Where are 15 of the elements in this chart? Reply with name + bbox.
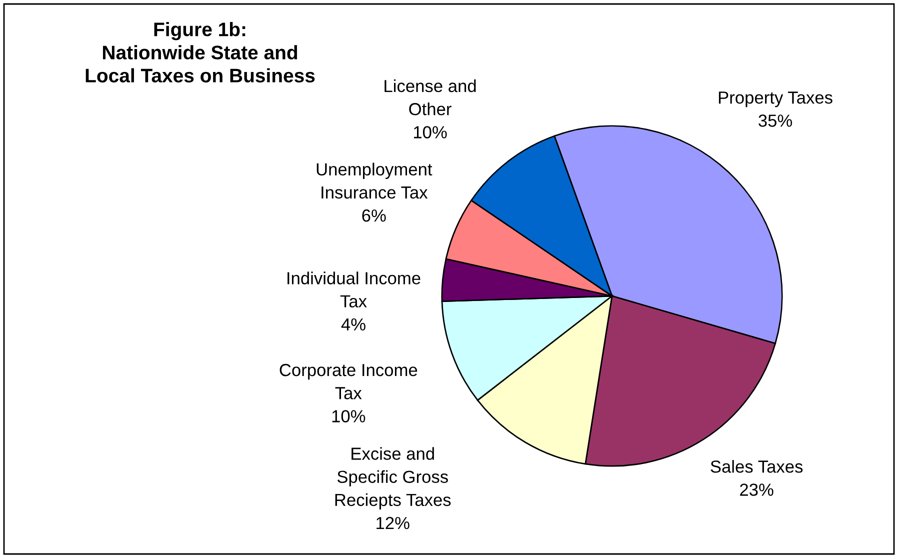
data-label: 35%	[758, 114, 792, 127]
slice-label: Individual Income Tax	[288, 272, 420, 308]
slice-label: Corporate Income Tax	[280, 364, 418, 400]
slice-label: Sales Taxes	[710, 460, 803, 473]
slice-label: Property Taxes	[718, 92, 832, 108]
slice-label: License and Other	[384, 79, 476, 116]
data-label: 12%	[376, 516, 410, 530]
data-label: 23%	[740, 484, 774, 496]
data-label: 6%	[362, 209, 386, 222]
chart-title: Figure 1b: Nationwide State and Local Taxes on Business	[86, 22, 315, 82]
data-label: 10%	[332, 410, 366, 422]
data-label: 10%	[414, 126, 447, 138]
slice-label: Unemployment Insurance Tax	[316, 162, 432, 199]
slice-label: Excise and Specific Gross Reciepts Taxes	[335, 447, 451, 510]
data-label: 4%	[341, 318, 366, 330]
